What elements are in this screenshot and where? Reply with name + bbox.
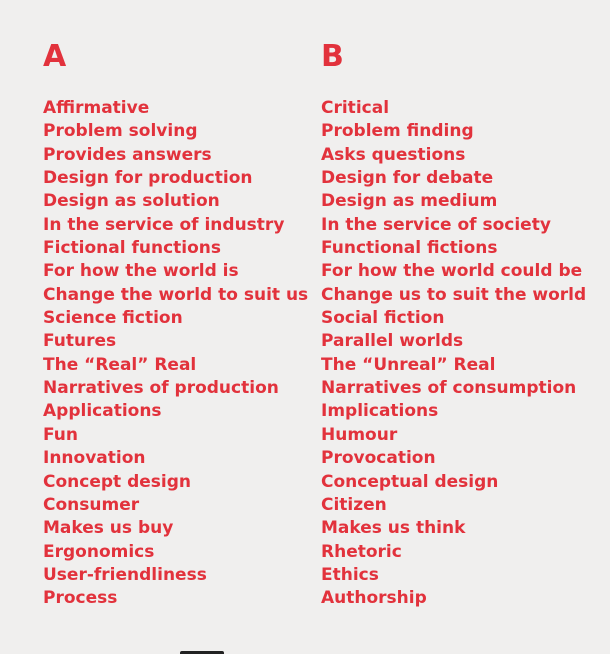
column-b-item: Implications — [321, 401, 439, 422]
column-a-item: Change the world to suit us — [43, 284, 309, 305]
column-b-item: Rhetoric — [321, 541, 402, 562]
column-b-item: Change us to suit the world — [321, 284, 587, 305]
column-b-item: In the service of society — [321, 214, 551, 235]
column-b-item: Authorship — [321, 588, 427, 609]
column-b-item: The “Unreal” Real — [321, 354, 496, 375]
column-b-item: Ethics — [321, 564, 379, 585]
column-a-item: Consumer — [43, 494, 140, 515]
column-a: A Affirmative Problem solving Provides ans… — [43, 38, 313, 611]
column-a-item: Narratives of production — [43, 378, 279, 399]
column-b-list: Critical Problem finding Asks questions Des… — [321, 97, 601, 611]
column-b-item: For how the world could be — [321, 261, 583, 282]
column-b-heading: B — [321, 39, 345, 74]
column-b-item: Design for debate — [321, 168, 494, 189]
column-a-item: The “Real” Real — [43, 354, 197, 375]
column-a-item: Problem solving — [43, 121, 198, 142]
column-b-item: Provocation — [321, 448, 436, 469]
column-a-item: User-friendliness — [43, 564, 207, 585]
column-a-item: Process — [43, 588, 118, 609]
column-a-item: Applications — [43, 401, 162, 422]
column-a-item: Design as solution — [43, 191, 220, 212]
column-a-item: Innovation — [43, 448, 146, 469]
column-b-item: Parallel worlds — [321, 331, 464, 352]
column-a-list: Affirmative Problem solving Provides answe… — [43, 97, 313, 611]
column-a-item: Science fiction — [43, 308, 183, 329]
column-b-item: Narratives of consumption — [321, 378, 577, 399]
column-a-item: For how the world is — [43, 261, 239, 282]
column-a-item: Futures — [43, 331, 117, 352]
column-b-item: Functional fictions — [321, 238, 498, 259]
column-a-heading: A — [43, 39, 68, 74]
column-a-item: Concept design — [43, 471, 191, 492]
column-b: B Critical Problem finding Asks questions D… — [321, 38, 601, 611]
column-b-item: Problem finding — [321, 121, 474, 142]
column-b-item: Citizen — [321, 494, 387, 515]
column-a-item: Affirmative — [43, 98, 150, 118]
column-b-item: Humour — [321, 424, 398, 445]
column-b-item: Conceptual design — [321, 471, 499, 492]
column-a-item: Fictional functions — [43, 238, 222, 259]
column-a-item: Ergonomics — [43, 541, 155, 562]
column-a-item: Provides answers — [43, 144, 212, 165]
column-b-item: Makes us think — [321, 518, 466, 539]
bottom-edge-tab — [180, 651, 224, 654]
column-b-item: Social fiction — [321, 308, 445, 329]
column-a-item: Makes us buy — [43, 518, 174, 539]
column-b-item: Asks questions — [321, 144, 466, 165]
column-a-item: Fun — [43, 424, 78, 445]
column-b-item: Critical — [321, 98, 390, 118]
column-b-item: Design as medium — [321, 191, 498, 212]
column-a-item: Design for production — [43, 168, 253, 189]
column-a-item: In the service of industry — [43, 214, 285, 235]
